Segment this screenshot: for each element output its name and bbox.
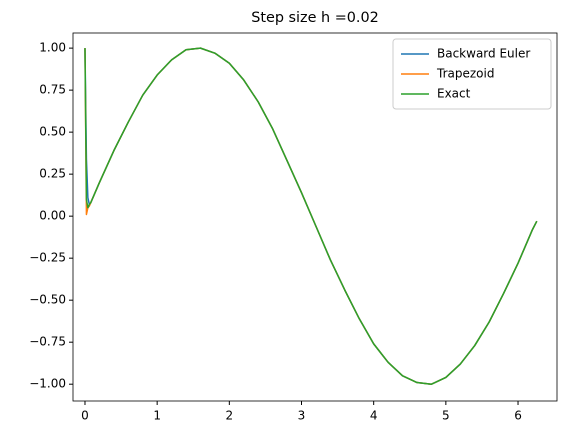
chart-title: Step size h =0.02	[251, 10, 379, 26]
series-line	[84, 47, 538, 385]
y-tick-label: −0.50	[29, 293, 66, 307]
x-tick-label: 1	[153, 409, 161, 423]
plot-frame	[72, 32, 558, 402]
y-tick-label: 0.75	[39, 83, 66, 97]
y-tick-label: 0.25	[39, 167, 66, 181]
legend-label: Exact	[437, 87, 471, 101]
x-tick-label: 4	[370, 409, 378, 423]
y-tick-label: 0.00	[39, 209, 66, 223]
x-tick-label: 3	[298, 409, 306, 423]
legend-box	[392, 38, 552, 110]
x-tick-label: 0	[81, 409, 89, 423]
y-tick-label: 0.50	[39, 125, 66, 139]
y-tick-label: 1.00	[39, 41, 66, 55]
x-tick-label: 6	[514, 409, 522, 423]
x-tick-label: 2	[226, 409, 234, 423]
x-tick-label: 5	[442, 409, 450, 423]
y-tick-label: −0.75	[29, 335, 66, 349]
y-tick-label: −0.25	[29, 251, 66, 265]
y-tick-label: −1.00	[29, 377, 66, 391]
legend-label: Backward Euler	[437, 47, 530, 61]
legend-label: Trapezoid	[436, 67, 494, 81]
